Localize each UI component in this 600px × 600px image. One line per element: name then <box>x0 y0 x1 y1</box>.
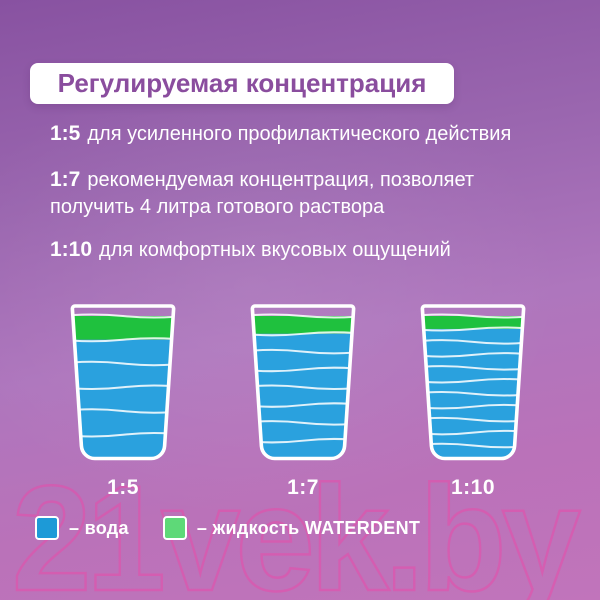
legend: – вода – жидкость WATERDENT <box>35 516 454 540</box>
liquid-divider-line <box>422 352 524 358</box>
liquid-divider-line <box>72 360 174 367</box>
liquid-divider-line <box>422 326 524 332</box>
concentration-ratio: 1:10 <box>50 238 93 261</box>
liquid-divider-line <box>422 339 524 345</box>
concentration-row: 1:7 рекомендуемая концентрация, позволяет… <box>50 167 565 221</box>
glass-illustration <box>250 304 356 461</box>
glass-outline <box>420 304 526 461</box>
liquid-divider-line <box>422 365 524 371</box>
glass-ratio-label: 1:7 <box>287 476 319 499</box>
liquid-divider-line <box>72 337 174 343</box>
glass-illustration <box>70 304 176 461</box>
glass-illustration <box>420 304 526 461</box>
glass-ratio-label: 1:10 <box>450 476 496 499</box>
legend-swatch-waterdent-liquid <box>162 516 187 540</box>
waterdent-layer <box>422 316 524 329</box>
concentration-ratio: 1:5 <box>50 122 81 145</box>
liquid-divider-line <box>72 313 174 319</box>
legend-label: – вода <box>69 517 129 538</box>
legend-swatch-water <box>35 516 59 540</box>
glass-outline <box>70 304 176 461</box>
liquid-divider-line <box>252 348 354 355</box>
legend-label: – жидкость WATERDENT <box>196 517 421 538</box>
page-title: Регулируемая концентрация <box>57 68 427 98</box>
glass-column: 1:7 <box>247 303 359 500</box>
glass-ratio-label: 1:5 <box>107 476 139 499</box>
liquid-divider-line <box>422 378 524 384</box>
waterdent-layer <box>72 316 174 340</box>
concentration-ratio: 1:7 <box>50 168 81 191</box>
concentration-row: 1:10 для комфортных вкусовых ощущений <box>50 237 565 264</box>
water-layer <box>252 333 354 459</box>
liquid-divider-line <box>252 313 354 319</box>
concentration-row: 1:5 для усиленного профилактического дейс… <box>50 121 565 148</box>
liquid-divider-line <box>422 313 524 319</box>
liquid-divider-line <box>252 331 354 337</box>
liquid-divider-line <box>252 366 354 373</box>
glass-outline <box>250 304 356 461</box>
waterdent-layer <box>252 316 354 334</box>
legend-item: – жидкость WATERDENT <box>162 516 421 540</box>
concentration-description: для комфортных вкусовых ощущений <box>99 239 451 261</box>
title-banner: Регулируемая концентрация <box>30 63 454 104</box>
water-layer <box>72 339 174 459</box>
glass-column: 1:10 <box>417 303 529 500</box>
legend-item: – вода <box>35 516 129 540</box>
glass-column: 1:5 <box>67 303 179 500</box>
concentration-description: для усиленного профилактического действи… <box>87 123 512 145</box>
concentration-description: рекомендуемая концентрация, позволяет по… <box>50 169 475 218</box>
